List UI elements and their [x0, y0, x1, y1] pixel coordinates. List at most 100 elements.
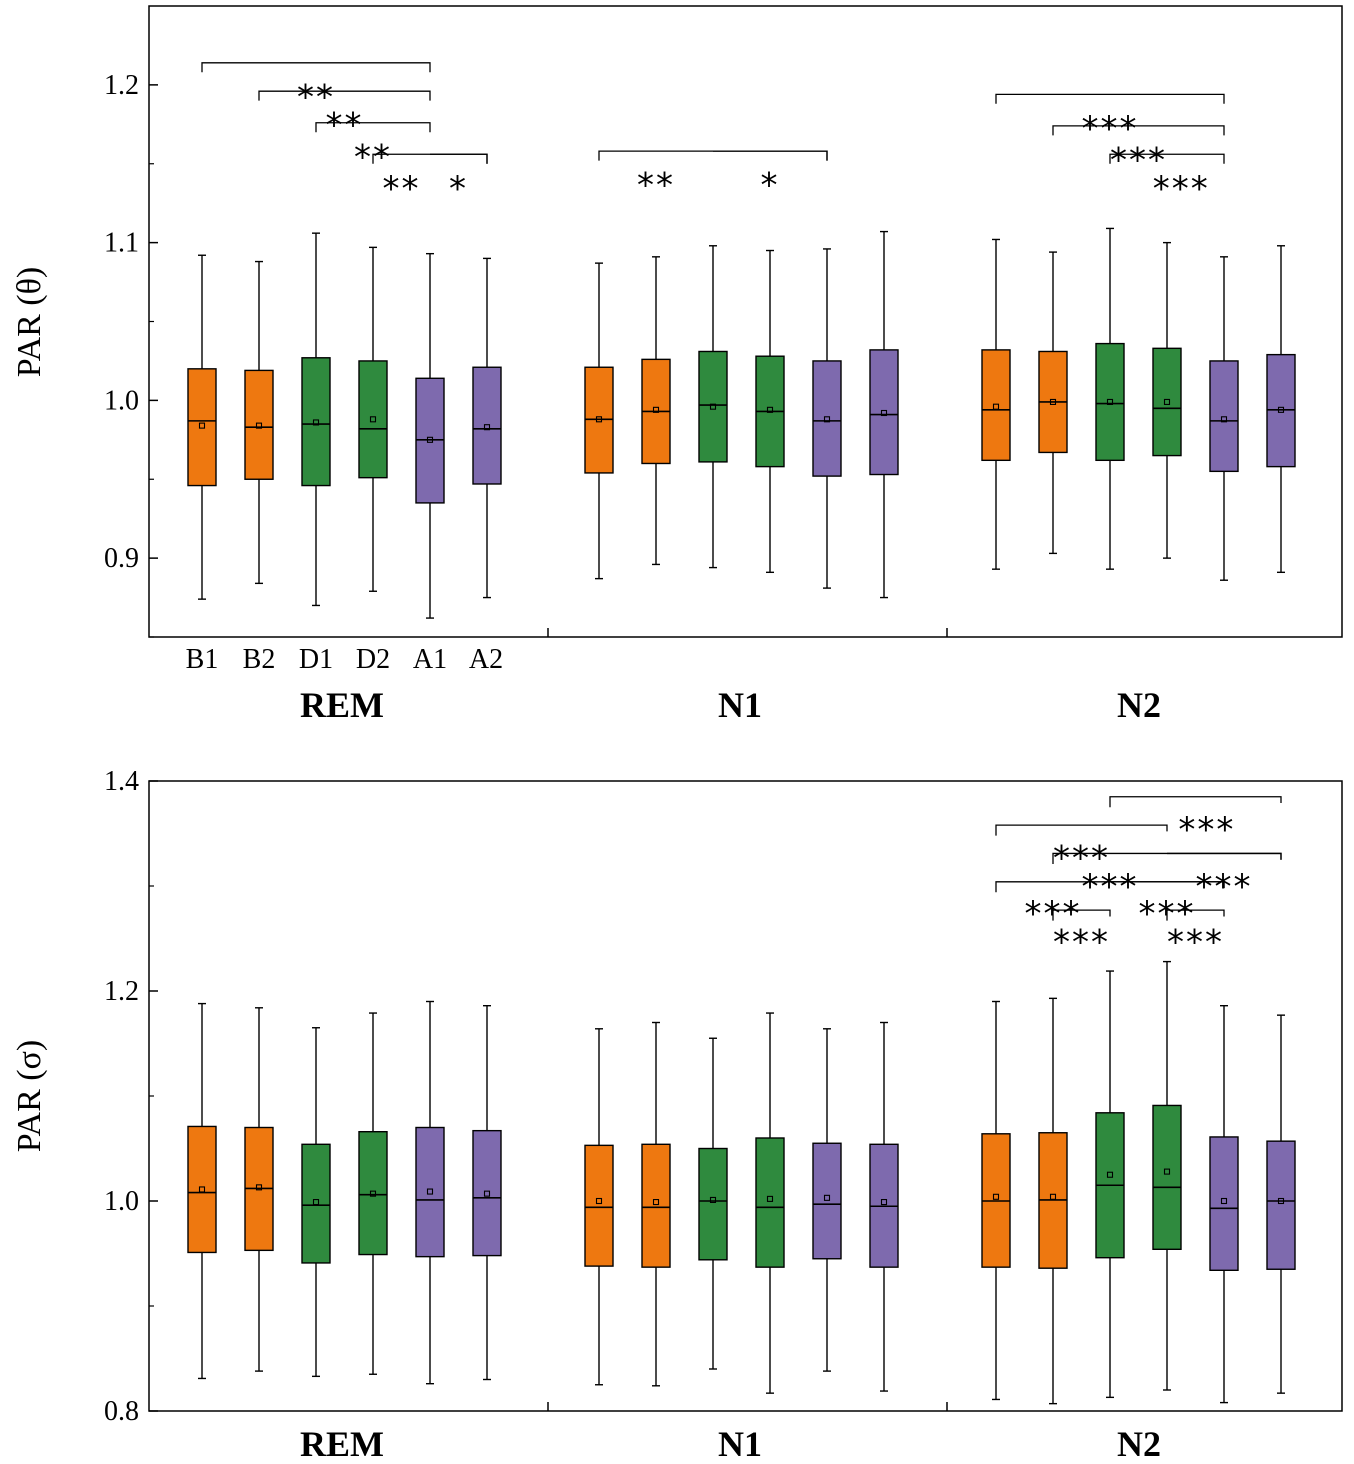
bracket-line — [713, 150, 828, 161]
condition-label-a2: A2 — [469, 644, 503, 675]
significance-bracket: ** — [315, 122, 431, 177]
box-iqr — [415, 1126, 445, 1258]
mean-marker — [1163, 398, 1171, 406]
mean-marker — [1106, 1171, 1114, 1178]
box-n1-a2 — [869, 1021, 899, 1392]
sigma-group-labels: REM N1 N2 — [300, 1424, 1161, 1464]
box-iqr — [358, 360, 388, 479]
box-iqr — [981, 349, 1011, 462]
significance-label: *** — [1153, 169, 1210, 209]
sigma-significance: ********* ****** ****** *** — [995, 796, 1282, 963]
chart-theta: PAR (θ) 0.91.01.11.2 ******** * ** ********… — [11, 5, 1343, 725]
significance-bracket: *** — [1052, 125, 1225, 180]
bracket-line — [315, 122, 431, 133]
mean-marker — [709, 403, 717, 410]
significance-label: * — [449, 169, 468, 209]
mean-marker — [595, 1197, 603, 1205]
significance-label: *** — [1082, 109, 1139, 149]
significance-bracket: *** — [1052, 909, 1111, 963]
condition-label-d2: D2 — [356, 644, 390, 675]
significance-bracket: *** — [1052, 852, 1282, 907]
box-n2-d2 — [1152, 241, 1182, 559]
mean-marker — [1163, 1168, 1171, 1175]
box-iqr — [187, 368, 217, 487]
box-n2-d2 — [1152, 960, 1182, 1391]
theta-y-axis-label: PAR (θ) — [11, 267, 48, 377]
mean-marker — [483, 424, 491, 431]
mean-marker — [1049, 1193, 1057, 1200]
significance-label: ** — [326, 106, 364, 146]
group-label-n2: N2 — [1117, 1424, 1161, 1464]
y-tick-label: 1.2 — [104, 976, 139, 1007]
condition-label-d1: D1 — [299, 644, 333, 675]
box-rem-a2 — [472, 1005, 502, 1381]
box-n1-d2 — [755, 1012, 785, 1394]
mean-marker — [709, 1196, 717, 1203]
bracket-line — [1052, 125, 1225, 136]
significance-label: ** — [637, 166, 675, 206]
box-rem-a2 — [472, 257, 502, 599]
significance-bracket: *** — [1109, 153, 1225, 209]
box-iqr — [301, 1143, 331, 1264]
significance-label: *** — [1110, 140, 1167, 180]
box-iqr — [1209, 360, 1239, 473]
significance-bracket: *** — [995, 824, 1168, 879]
box-iqr — [698, 1147, 728, 1261]
significance-bracket: * — [713, 150, 828, 206]
box-n2-a1 — [1209, 256, 1239, 581]
box-n2-d1 — [1095, 227, 1125, 570]
mean-marker — [255, 422, 263, 429]
significance-bracket: ** — [598, 150, 828, 206]
mean-marker — [880, 1199, 888, 1206]
mean-marker — [1220, 416, 1228, 423]
significance-label: * — [761, 166, 780, 206]
mean-marker — [483, 1190, 491, 1197]
bracket-line — [430, 153, 488, 164]
significance-label: *** — [1053, 923, 1110, 963]
box-n1-b1 — [584, 262, 614, 580]
box-iqr — [1152, 347, 1182, 457]
group-label-rem: REM — [300, 1424, 384, 1464]
mean-marker — [369, 1190, 377, 1197]
box-iqr — [1266, 1140, 1296, 1270]
significance-label: ** — [354, 137, 392, 177]
significance-label: *** — [1082, 867, 1139, 907]
box-n1-d2 — [755, 249, 785, 574]
box-n2-a1 — [1209, 1005, 1239, 1404]
y-tick-label: 1.1 — [104, 228, 139, 259]
significance-bracket: ** — [201, 62, 431, 117]
theta-significance: ******** * ** ********** — [201, 62, 1225, 209]
significance-bracket: ** — [258, 90, 431, 146]
box-rem-b1 — [187, 254, 217, 600]
box-n2-b2 — [1038, 251, 1068, 555]
box-n1-a1 — [812, 1028, 842, 1372]
bracket-line — [201, 62, 431, 73]
box-n1-a1 — [812, 248, 842, 589]
mean-marker — [595, 416, 603, 423]
box-n1-b2 — [641, 256, 671, 566]
sigma-plot-frame — [148, 780, 1343, 1412]
mean-marker — [369, 416, 377, 423]
box-iqr — [755, 1137, 785, 1268]
mean-marker — [766, 406, 774, 413]
significance-label: *** — [1025, 894, 1082, 934]
mean-marker — [652, 406, 660, 413]
box-rem-b2 — [244, 1007, 274, 1372]
significance-label: *** — [1139, 894, 1196, 934]
box-rem-b1 — [187, 1002, 217, 1380]
box-n1-b2 — [641, 1021, 671, 1387]
mean-marker — [1277, 406, 1285, 413]
bracket-line — [1166, 909, 1225, 921]
significance-label: ** — [383, 169, 421, 209]
significance-bracket: *** — [1109, 796, 1282, 850]
mean-marker — [426, 1188, 434, 1195]
bracket-line — [258, 90, 431, 101]
mean-marker — [426, 436, 434, 443]
y-tick-label: 1.4 — [104, 766, 139, 797]
mean-marker — [1277, 1197, 1285, 1205]
sigma-y-axis-label: PAR (σ) — [11, 1040, 48, 1153]
y-tick-label: 1.2 — [104, 70, 139, 101]
group-label-n1: N1 — [718, 1424, 762, 1464]
mean-marker — [823, 1194, 831, 1201]
